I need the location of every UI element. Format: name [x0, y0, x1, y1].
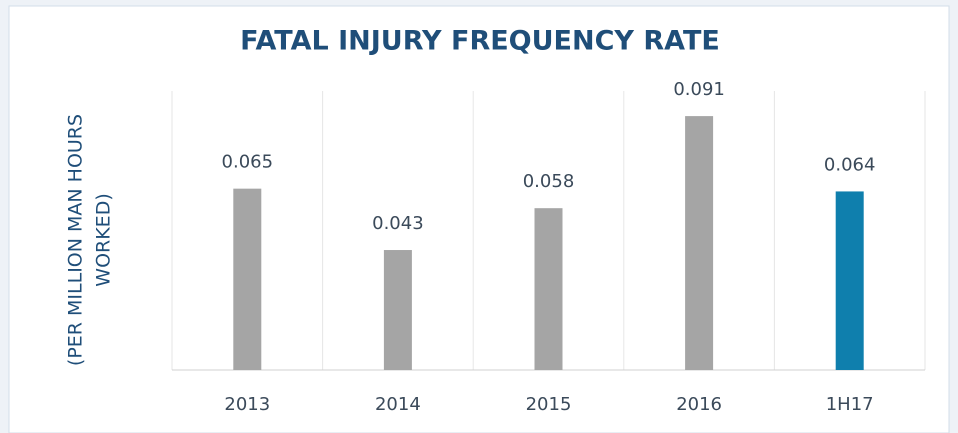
bar [383, 250, 412, 370]
y-axis-label: WORKED) [93, 193, 115, 286]
data-label: 0.064 [824, 154, 876, 175]
x-tick-label: 1H17 [826, 394, 874, 415]
data-label: 0.091 [673, 79, 725, 100]
data-label: 0.058 [523, 171, 575, 192]
x-tick-label: 2013 [224, 394, 270, 415]
bar [534, 208, 563, 370]
x-tick-label: 2015 [526, 394, 572, 415]
y-axis-label: (PER MILLION MAN HOURS [65, 114, 87, 366]
x-tick-label: 2016 [676, 394, 722, 415]
bar [685, 116, 714, 370]
x-tick-label: 2014 [375, 394, 421, 415]
data-label: 0.065 [222, 152, 274, 173]
bar [835, 191, 864, 370]
chart-title: FATAL INJURY FREQUENCY RATE [240, 26, 720, 57]
panel [8, 5, 950, 433]
bar [233, 188, 262, 370]
data-label: 0.043 [372, 213, 424, 234]
